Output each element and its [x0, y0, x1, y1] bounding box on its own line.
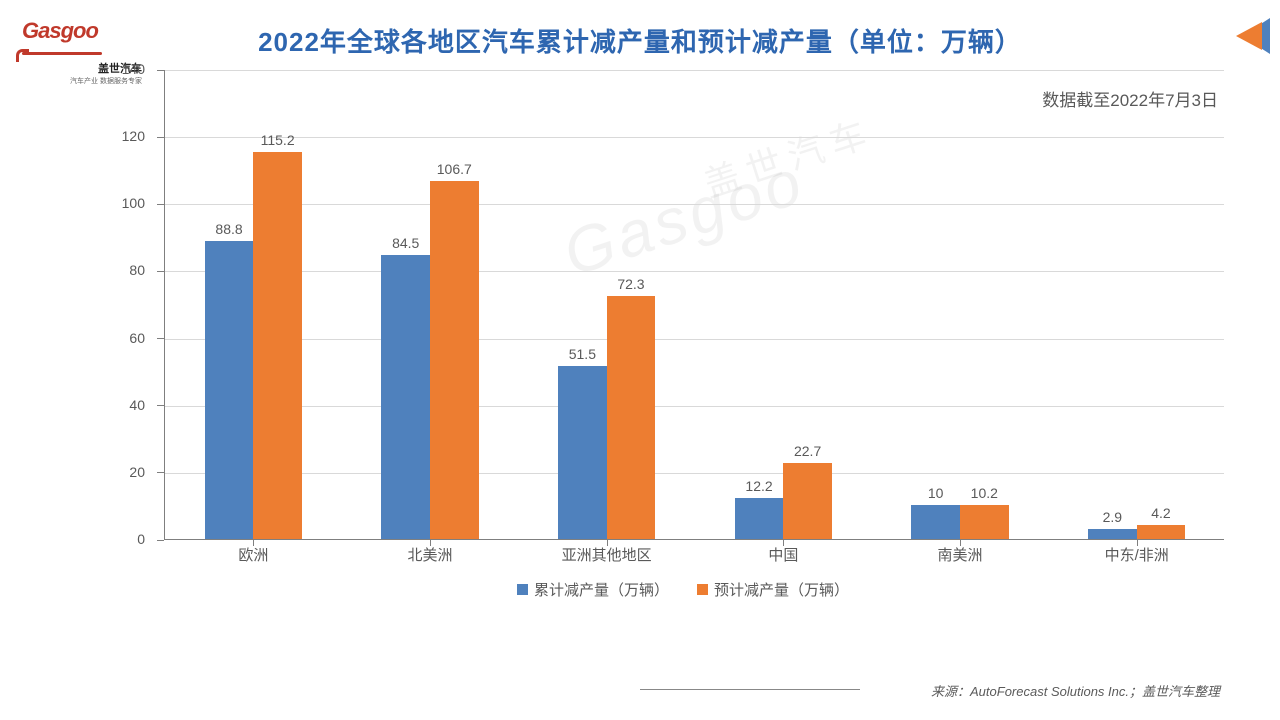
y-tick-label: 140	[122, 61, 145, 77]
bar-value-label: 51.5	[569, 346, 596, 362]
y-tick-label: 60	[129, 330, 145, 346]
gridline	[165, 271, 1224, 272]
chart-title: 2022年全球各地区汽车累计减产量和预计减产量（单位：万辆）	[0, 22, 1280, 59]
bar-value-label: 10.2	[971, 485, 998, 501]
bar: 51.5	[558, 366, 607, 539]
bar-value-label: 84.5	[392, 235, 419, 251]
header-arrow-icon	[1222, 18, 1270, 54]
y-tick-label: 80	[129, 262, 145, 278]
bar-value-label: 12.2	[745, 478, 772, 494]
bar-value-label: 88.8	[215, 221, 242, 237]
legend-swatch-icon	[517, 584, 528, 595]
bar-value-label: 72.3	[617, 276, 644, 292]
bar-value-label: 10	[928, 485, 944, 501]
source-text: 来源：AutoForecast Solutions Inc.；盖世汽车整理	[931, 681, 1220, 700]
logo-sub: 汽车产业 数据服务专家	[22, 76, 142, 86]
bar: 88.8	[205, 241, 254, 539]
slide: Gasgoo 盖世汽车 汽车产业 数据服务专家 2022年全球各地区汽车累计减产…	[0, 0, 1280, 720]
y-tick-label: 40	[129, 397, 145, 413]
bar: 12.2	[735, 498, 784, 539]
gridline	[165, 70, 1224, 71]
bar-value-label: 115.2	[261, 132, 295, 148]
x-tick-label: 北美洲	[407, 544, 452, 565]
x-tick-label: 中东/非洲	[1105, 544, 1169, 565]
bar-value-label: 106.7	[437, 161, 472, 177]
x-tick-label: 南美洲	[937, 544, 982, 565]
footer-divider	[640, 689, 860, 690]
bar-chart: 020406080100120140欧洲88.8115.2北美洲84.5106.…	[128, 62, 1238, 612]
plot-area: 020406080100120140欧洲88.8115.2北美洲84.5106.…	[164, 70, 1224, 540]
bar: 10	[911, 505, 960, 539]
legend-swatch-icon	[697, 584, 708, 595]
bar: 72.3	[607, 296, 656, 539]
gridline	[165, 137, 1224, 138]
gridline	[165, 339, 1224, 340]
y-tick-label: 20	[129, 464, 145, 480]
bar: 106.7	[430, 181, 479, 539]
bar: 4.2	[1137, 525, 1186, 539]
x-tick-label: 亚洲其他地区	[562, 544, 652, 565]
bar-value-label: 4.2	[1151, 505, 1170, 521]
y-tick-label: 100	[122, 195, 145, 211]
y-tick-label: 0	[137, 531, 145, 547]
bar: 22.7	[783, 463, 832, 539]
legend: 累计减产量（万辆） 预计减产量（万辆）	[128, 579, 1238, 600]
bar: 84.5	[381, 255, 430, 539]
legend-label: 累计减产量（万辆）	[534, 579, 669, 600]
x-tick-label: 欧洲	[238, 544, 268, 565]
bar: 10.2	[960, 505, 1009, 539]
legend-label: 预计减产量（万辆）	[714, 579, 849, 600]
bar-value-label: 22.7	[794, 443, 821, 459]
legend-item: 累计减产量（万辆）	[517, 579, 669, 600]
bar-value-label: 2.9	[1103, 509, 1122, 525]
gridline	[165, 204, 1224, 205]
bar: 2.9	[1088, 529, 1137, 539]
gridline	[165, 406, 1224, 407]
y-tick-label: 120	[122, 128, 145, 144]
legend-item: 预计减产量（万辆）	[697, 579, 849, 600]
x-tick-label: 中国	[768, 544, 798, 565]
gridline	[165, 473, 1224, 474]
bar: 115.2	[253, 152, 302, 539]
